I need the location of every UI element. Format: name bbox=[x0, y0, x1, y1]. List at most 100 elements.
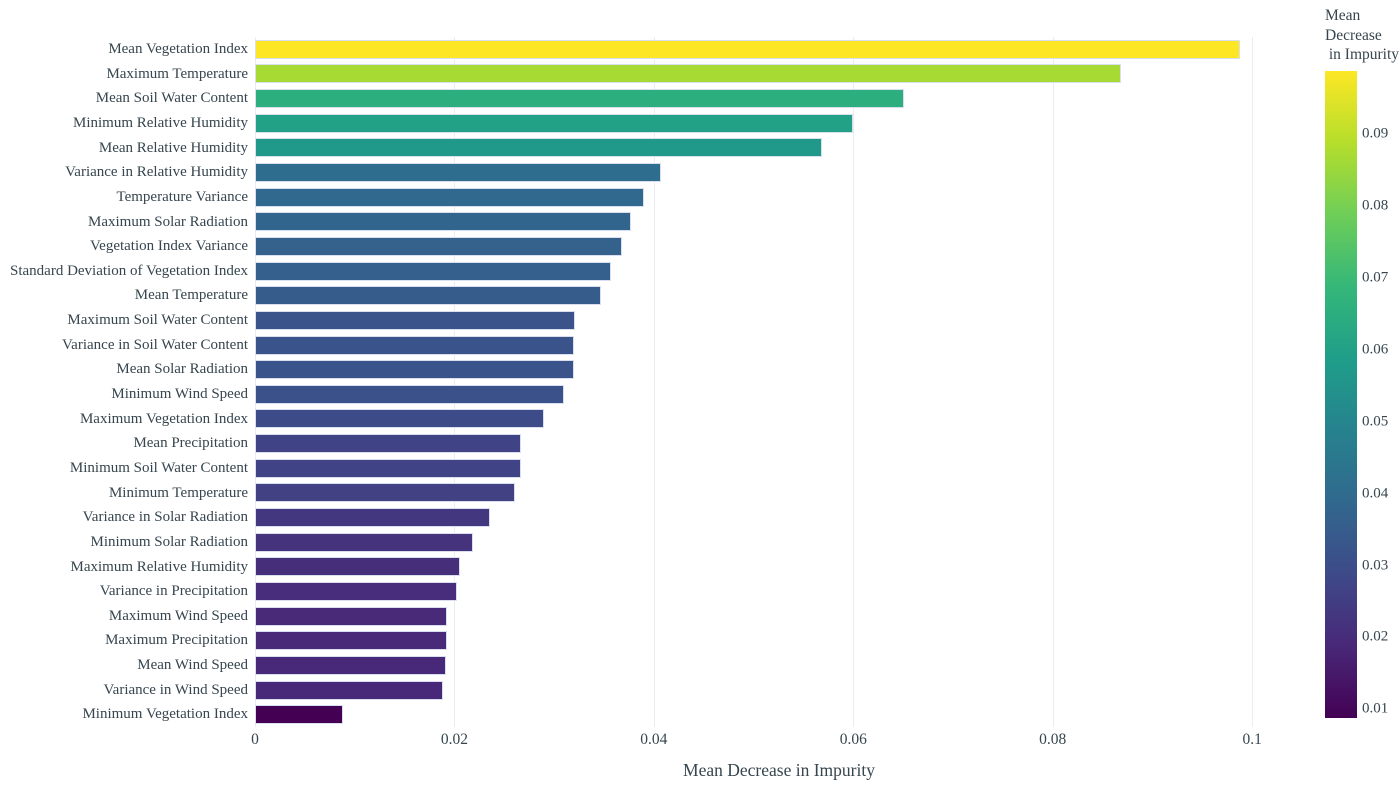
bar-row bbox=[255, 579, 1303, 604]
bar bbox=[255, 335, 575, 355]
colorbar-title-line: Decrease bbox=[1325, 26, 1382, 44]
colorbar-tick-label: 0.07 bbox=[1362, 269, 1389, 286]
bar-row bbox=[255, 653, 1303, 678]
bar-row bbox=[255, 62, 1303, 87]
bar-row bbox=[255, 407, 1303, 432]
bar bbox=[255, 286, 601, 306]
bar-row bbox=[255, 678, 1303, 703]
gridline bbox=[454, 37, 456, 727]
x-axis-title: Mean Decrease in Impurity bbox=[683, 760, 875, 780]
y-axis-label: Maximum Vegetation Index bbox=[79, 410, 248, 427]
x-tick-label: 0.02 bbox=[440, 731, 468, 748]
y-axis-label: Vegetation Index Variance bbox=[90, 238, 248, 255]
bar-row bbox=[255, 555, 1303, 580]
bar bbox=[255, 163, 661, 183]
colorbar-title-line: Mean bbox=[1325, 7, 1361, 24]
gridline bbox=[1052, 37, 1054, 727]
x-tick-label: 0.08 bbox=[1039, 731, 1067, 748]
y-axis-label: Standard Deviation of Vegetation Index bbox=[10, 262, 248, 279]
bar-row bbox=[255, 481, 1303, 506]
colorbar-gradient bbox=[1325, 71, 1357, 718]
bar-row bbox=[255, 604, 1303, 629]
bar-row bbox=[255, 210, 1303, 235]
bar bbox=[255, 310, 576, 330]
y-axis-label: Variance in Solar Radiation bbox=[82, 509, 248, 526]
bar-row bbox=[255, 333, 1303, 358]
bar-row bbox=[255, 234, 1303, 259]
bar-row bbox=[255, 283, 1303, 308]
bar-row bbox=[255, 628, 1303, 653]
bar bbox=[255, 39, 1241, 59]
bar bbox=[255, 113, 854, 133]
bar-row bbox=[255, 505, 1303, 530]
bar bbox=[255, 631, 448, 651]
y-axis-label: Minimum Solar Radiation bbox=[90, 533, 249, 550]
colorbar-title-line: in Impurity bbox=[1325, 46, 1400, 63]
x-tick-label: 0.06 bbox=[839, 731, 867, 748]
gridline bbox=[1252, 37, 1254, 727]
y-axis-label: Mean Precipitation bbox=[133, 435, 248, 452]
gridline bbox=[853, 37, 855, 727]
y-axis-label: Variance in Precipitation bbox=[99, 583, 248, 600]
bar bbox=[255, 212, 631, 232]
y-axis-label: Variance in Soil Water Content bbox=[62, 336, 248, 353]
bar bbox=[255, 138, 823, 158]
x-tick-label: 0 bbox=[251, 731, 259, 748]
colorbar-tick-label: 0.06 bbox=[1362, 341, 1389, 358]
colorbar-tick-label: 0.09 bbox=[1362, 125, 1389, 142]
y-axis-label: Maximum Temperature bbox=[106, 65, 248, 82]
colorbar-tick-label: 0.02 bbox=[1362, 628, 1389, 645]
y-axis-label: Maximum Precipitation bbox=[105, 632, 248, 649]
y-axis-label: Mean Soil Water Content bbox=[95, 90, 248, 107]
y-axis-label: Minimum Temperature bbox=[108, 484, 248, 501]
bar-row bbox=[255, 456, 1303, 481]
gridline bbox=[255, 37, 256, 727]
bar-row bbox=[255, 160, 1303, 185]
plot-area bbox=[255, 37, 1303, 727]
bar-row bbox=[255, 357, 1303, 382]
colorbar-tick-labels: 0.09 0.08 0.07 0.06 0.05 0.04 0.03 0.02 0.01 bbox=[1362, 0, 1400, 800]
y-axis-label: Mean Solar Radiation bbox=[116, 361, 248, 378]
y-axis-label: Variance in Relative Humidity bbox=[65, 164, 248, 181]
bar-row bbox=[255, 702, 1303, 727]
gridline bbox=[653, 37, 655, 727]
bar bbox=[255, 261, 611, 281]
x-axis-ticks: 0 0.02 0.04 0.06 0.08 0.1 bbox=[0, 731, 1400, 751]
y-axis-label: Maximum Wind Speed bbox=[108, 607, 248, 624]
bar bbox=[255, 236, 622, 256]
y-axis-label: Minimum Soil Water Content bbox=[69, 459, 248, 476]
bar bbox=[255, 434, 522, 454]
bar bbox=[255, 360, 575, 380]
y-axis-label: Maximum Relative Humidity bbox=[70, 558, 248, 575]
bar bbox=[255, 64, 1121, 84]
bar bbox=[255, 557, 461, 577]
y-axis-label: Minimum Vegetation Index bbox=[82, 706, 248, 723]
bar-row bbox=[255, 530, 1303, 555]
colorbar-tick-label: 0.01 bbox=[1362, 700, 1389, 717]
bar bbox=[255, 532, 474, 552]
bar-row bbox=[255, 86, 1303, 111]
bar-row bbox=[255, 431, 1303, 456]
y-axis-label: Minimum Wind Speed bbox=[111, 386, 248, 402]
bar-row bbox=[255, 259, 1303, 284]
bar-row bbox=[255, 136, 1303, 161]
y-axis-label: Maximum Soil Water Content bbox=[67, 312, 248, 329]
bar bbox=[255, 508, 491, 528]
y-axis-labels: Mean Vegetation Index Maximum Temperature… bbox=[0, 37, 250, 727]
y-axis-label: Mean Wind Speed bbox=[137, 657, 248, 674]
colorbar-tick-label: 0.08 bbox=[1362, 197, 1389, 214]
bar bbox=[255, 384, 565, 404]
bar-row bbox=[255, 308, 1303, 333]
y-axis-label: Mean Temperature bbox=[134, 287, 248, 304]
bar-row bbox=[255, 185, 1303, 210]
bar bbox=[255, 655, 447, 675]
y-axis-label: Temperature Variance bbox=[116, 188, 248, 205]
y-axis-label: Variance in Wind Speed bbox=[103, 681, 249, 698]
colorbar-title: Mean Decrease in Impurity bbox=[1325, 6, 1399, 65]
bar-row bbox=[255, 111, 1303, 136]
bar-row bbox=[255, 382, 1303, 407]
y-axis-label: Minimum Relative Humidity bbox=[73, 114, 248, 131]
bar bbox=[255, 606, 448, 626]
bar-row bbox=[255, 37, 1303, 62]
